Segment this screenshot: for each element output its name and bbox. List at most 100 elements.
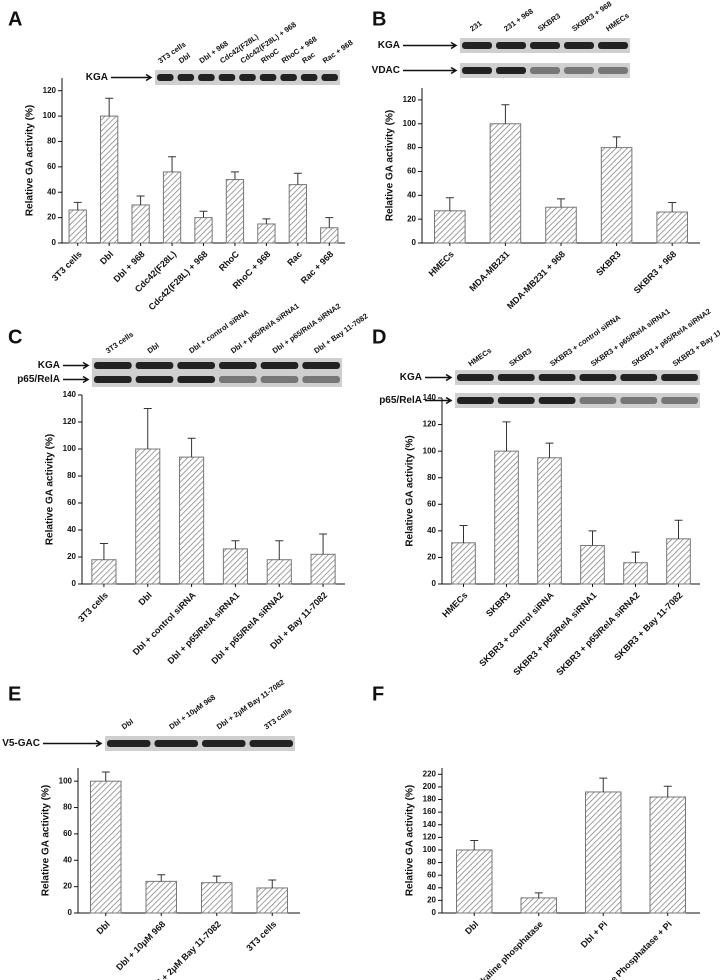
x-tick-label: Dbl	[137, 590, 154, 607]
y-tick-label: 120	[423, 420, 437, 429]
error-bar	[105, 97, 114, 117]
y-tick-label: 0	[72, 579, 77, 588]
y-tick-label: 60	[63, 829, 72, 838]
band-arrow	[425, 373, 453, 382]
panel-label: F	[372, 683, 384, 705]
error-bar	[545, 442, 554, 458]
blot-band	[462, 42, 492, 49]
x-tick-label: Dbl	[463, 919, 480, 936]
error-bar	[262, 218, 271, 224]
bar	[91, 559, 117, 585]
y-tick-label: 220	[423, 769, 437, 778]
bar	[288, 184, 307, 244]
y-axis-label: Relative GA activity (%)	[385, 110, 396, 221]
x-tick-label: RhoC	[217, 249, 241, 273]
bar	[434, 210, 466, 244]
blot-band	[239, 74, 256, 81]
error-bar	[101, 771, 110, 782]
error-bar	[268, 879, 277, 888]
band-arrow	[403, 41, 458, 50]
bar	[310, 553, 336, 585]
bar	[194, 217, 213, 244]
y-tick-label: 0	[52, 238, 57, 247]
band-arrow	[63, 361, 90, 370]
error-bar	[325, 217, 334, 228]
y-axis-label: Relative GA activity (%)	[25, 105, 36, 216]
lane-label: Dbl	[120, 717, 135, 731]
y-tick-label: 20	[47, 213, 56, 222]
bar	[656, 211, 688, 244]
lane-label: Rac + 968	[321, 38, 355, 65]
lane-label: SKBR3 + control siRNA	[548, 312, 622, 368]
y-tick-label: 100	[59, 776, 73, 785]
error-bar	[73, 201, 82, 210]
blot-strip	[105, 736, 295, 751]
error-bar	[199, 210, 208, 218]
panel-label: D	[372, 326, 386, 348]
error-bar	[470, 840, 479, 850]
x-tick-label: 3T3 cells	[50, 249, 84, 283]
lane-label: SKBR3 + p65/RelA siRNA2	[630, 307, 713, 369]
blot-band	[497, 374, 535, 381]
error-bar	[668, 201, 677, 212]
y-tick-label: 120	[43, 86, 57, 95]
error-bar	[168, 156, 177, 172]
x-tick-label: HMECs	[427, 249, 456, 278]
blot-band	[620, 397, 658, 404]
y-tick-label: 20	[63, 882, 72, 891]
y-tick-label: 120	[63, 417, 77, 426]
bar	[68, 209, 87, 244]
error-bar	[534, 892, 543, 898]
y-tick-label: 80	[407, 143, 416, 152]
blot-band	[321, 74, 338, 81]
x-tick-label: Rac	[285, 249, 304, 268]
error-bar	[445, 197, 454, 211]
band-label: KGA	[86, 72, 108, 83]
y-axis-label: Relative GA activity (%)	[45, 434, 56, 545]
blot-band	[218, 74, 236, 81]
bar	[257, 223, 276, 244]
blot-band	[598, 67, 628, 74]
bar	[131, 204, 150, 244]
blot-band	[107, 740, 151, 747]
band-label: KGA	[378, 40, 400, 51]
x-tick-label: MDA-MB231	[467, 249, 511, 293]
y-tick-label: 60	[427, 499, 436, 508]
error-bar	[612, 136, 621, 148]
blot-band	[661, 374, 698, 381]
x-tick-label: Cdc42(F28L) + 968	[146, 249, 209, 312]
bar	[266, 559, 292, 585]
lane-label: HMECs	[604, 11, 631, 33]
y-tick-label: 60	[407, 167, 416, 176]
band-label: V5-GAC	[2, 738, 40, 749]
x-tick-label: SKBR3 + p65/RelA siRNA1	[511, 590, 598, 677]
error-bar	[230, 171, 239, 180]
blot-band	[135, 362, 174, 369]
blot-band	[177, 376, 215, 383]
bar	[545, 206, 577, 244]
blot-band	[538, 397, 576, 404]
bar	[537, 457, 562, 585]
y-axis-label: Relative GA activity (%)	[405, 785, 416, 896]
blot-band	[302, 376, 340, 383]
bar	[666, 538, 691, 585]
lane-label: HMECs	[467, 346, 494, 368]
y-axis-label: Relative GA activity (%)	[41, 785, 52, 896]
error-bar	[157, 874, 166, 882]
blot-band	[457, 374, 494, 381]
panel-label: C	[8, 326, 22, 348]
y-tick-label: 100	[403, 119, 417, 128]
panel-label: E	[8, 683, 21, 705]
y-tick-label: 140	[423, 393, 437, 402]
lane-label: Dbl	[177, 51, 192, 65]
band-arrow	[425, 396, 453, 405]
y-tick-label: 140	[423, 820, 437, 829]
x-tick-label: SKBR3	[594, 249, 623, 278]
error-bar	[501, 104, 510, 124]
bar	[222, 548, 248, 585]
blot-band	[260, 376, 299, 383]
y-tick-label: 20	[67, 552, 76, 561]
bar	[600, 147, 633, 244]
blot-band	[135, 376, 174, 383]
